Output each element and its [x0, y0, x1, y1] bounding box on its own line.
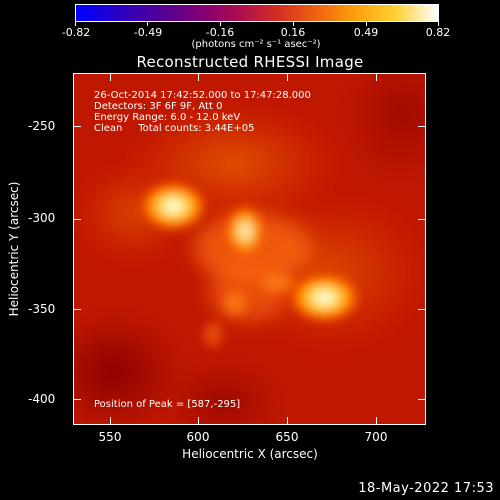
- y-major-tick: [74, 399, 81, 400]
- colorbar-label: 0.16: [280, 26, 306, 39]
- footer-date: 18-May-2022 17:53: [358, 481, 494, 496]
- info-time-range: 26-Oct-2014 17:42:52.000 to 17:47:28.000: [94, 90, 311, 101]
- y-major-tick: [418, 399, 425, 400]
- x-major-tick: [110, 417, 111, 424]
- colorbar-tick: [438, 22, 439, 26]
- y-tick-label: -350: [28, 302, 56, 316]
- colorbar: [75, 4, 439, 22]
- y-tick-label: -250: [28, 119, 56, 133]
- x-major-tick: [287, 74, 288, 81]
- colorbar-tick: [293, 22, 294, 26]
- x-major-tick: [376, 74, 377, 81]
- y-major-tick: [74, 126, 81, 127]
- info-energy-range: Energy Range: 6.0 - 12.0 keV: [94, 112, 241, 123]
- y-tick-label: -300: [28, 211, 56, 225]
- x-major-tick: [376, 417, 377, 424]
- y-major-tick: [418, 309, 425, 310]
- info-clean-counts: Clean Total counts: 3.44E+05: [94, 123, 255, 134]
- colorbar-tick: [147, 22, 148, 26]
- heatmap: [74, 74, 425, 424]
- peak-position: Position of Peak = [587,-295]: [94, 399, 241, 410]
- colorbar-label: -0.82: [61, 26, 91, 39]
- info-detectors: Detectors: 3F 6F 9F, Att 0: [94, 101, 223, 112]
- x-axis-label: Heliocentric X (arcsec): [182, 447, 318, 461]
- x-major-tick: [198, 74, 199, 81]
- colorbar-tick: [220, 22, 221, 26]
- colorbar-label: -0.49: [133, 26, 163, 39]
- x-tick-label: 600: [186, 430, 210, 444]
- y-tick-label: -400: [28, 392, 56, 406]
- colorbar-units: (photons cm⁻² s⁻¹ asec⁻²): [191, 39, 321, 50]
- colorbar-tick: [366, 22, 367, 26]
- colorbar-tick: [75, 22, 76, 26]
- colorbar-label: -0.16: [205, 26, 235, 39]
- y-major-tick: [74, 219, 81, 220]
- plot-title: Reconstructed RHESSI Image: [136, 53, 364, 71]
- x-tick-label: 550: [98, 430, 122, 444]
- x-major-tick: [198, 417, 199, 424]
- colorbar-label: 0.49: [353, 26, 379, 39]
- y-major-tick: [74, 309, 81, 310]
- y-major-tick: [418, 126, 425, 127]
- x-major-tick: [287, 417, 288, 424]
- y-axis-label: Heliocentric Y (arcsec): [7, 181, 21, 317]
- x-tick-label: 650: [275, 430, 299, 444]
- colorbar-label: 0.82: [425, 26, 451, 39]
- x-major-tick: [110, 74, 111, 81]
- image-plot[interactable]: 26-Oct-2014 17:42:52.000 to 17:47:28.000…: [73, 73, 426, 425]
- x-tick-label: 700: [364, 430, 388, 444]
- y-major-tick: [418, 219, 425, 220]
